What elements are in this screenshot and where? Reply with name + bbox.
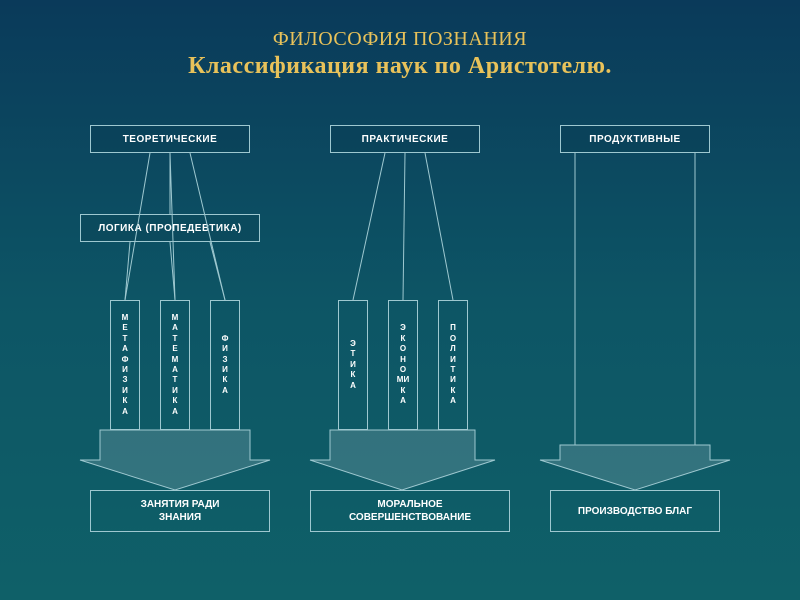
node-ethics: Э Т И К А — [338, 300, 368, 430]
node-knowledge: ЗАНЯТИЯ РАДИ ЗНАНИЯ — [90, 490, 270, 532]
node-theoretical: ТЕОРЕТИЧЕСКИЕ — [90, 125, 250, 153]
node-moral: МОРАЛЬНОЕ СОВЕРШЕНСТВОВАНИЕ — [310, 490, 510, 532]
node-goods: ПРОИЗВОДСТВО БЛАГ — [550, 490, 720, 532]
node-physics: Ф И З И К А — [210, 300, 240, 430]
page-title: Классификация наук по Аристотелю. — [0, 53, 800, 80]
node-logic: ЛОГИКА (ПРОПЕДЕВТИКА) — [80, 214, 260, 242]
node-politics: П О Л И Т И К А — [438, 300, 468, 430]
node-practical: ПРАКТИЧЕСКИЕ — [330, 125, 480, 153]
node-mathematics: М А Т Е М А Т И К А — [160, 300, 190, 430]
node-economics: Э К О Н О МИ К А — [388, 300, 418, 430]
node-metaphysics: М Е Т А Ф И З И К А — [110, 300, 140, 430]
page-subtitle: ФИЛОСОФИЯ ПОЗНАНИЯ — [0, 28, 800, 51]
node-productive: ПРОДУКТИВНЫЕ — [560, 125, 710, 153]
